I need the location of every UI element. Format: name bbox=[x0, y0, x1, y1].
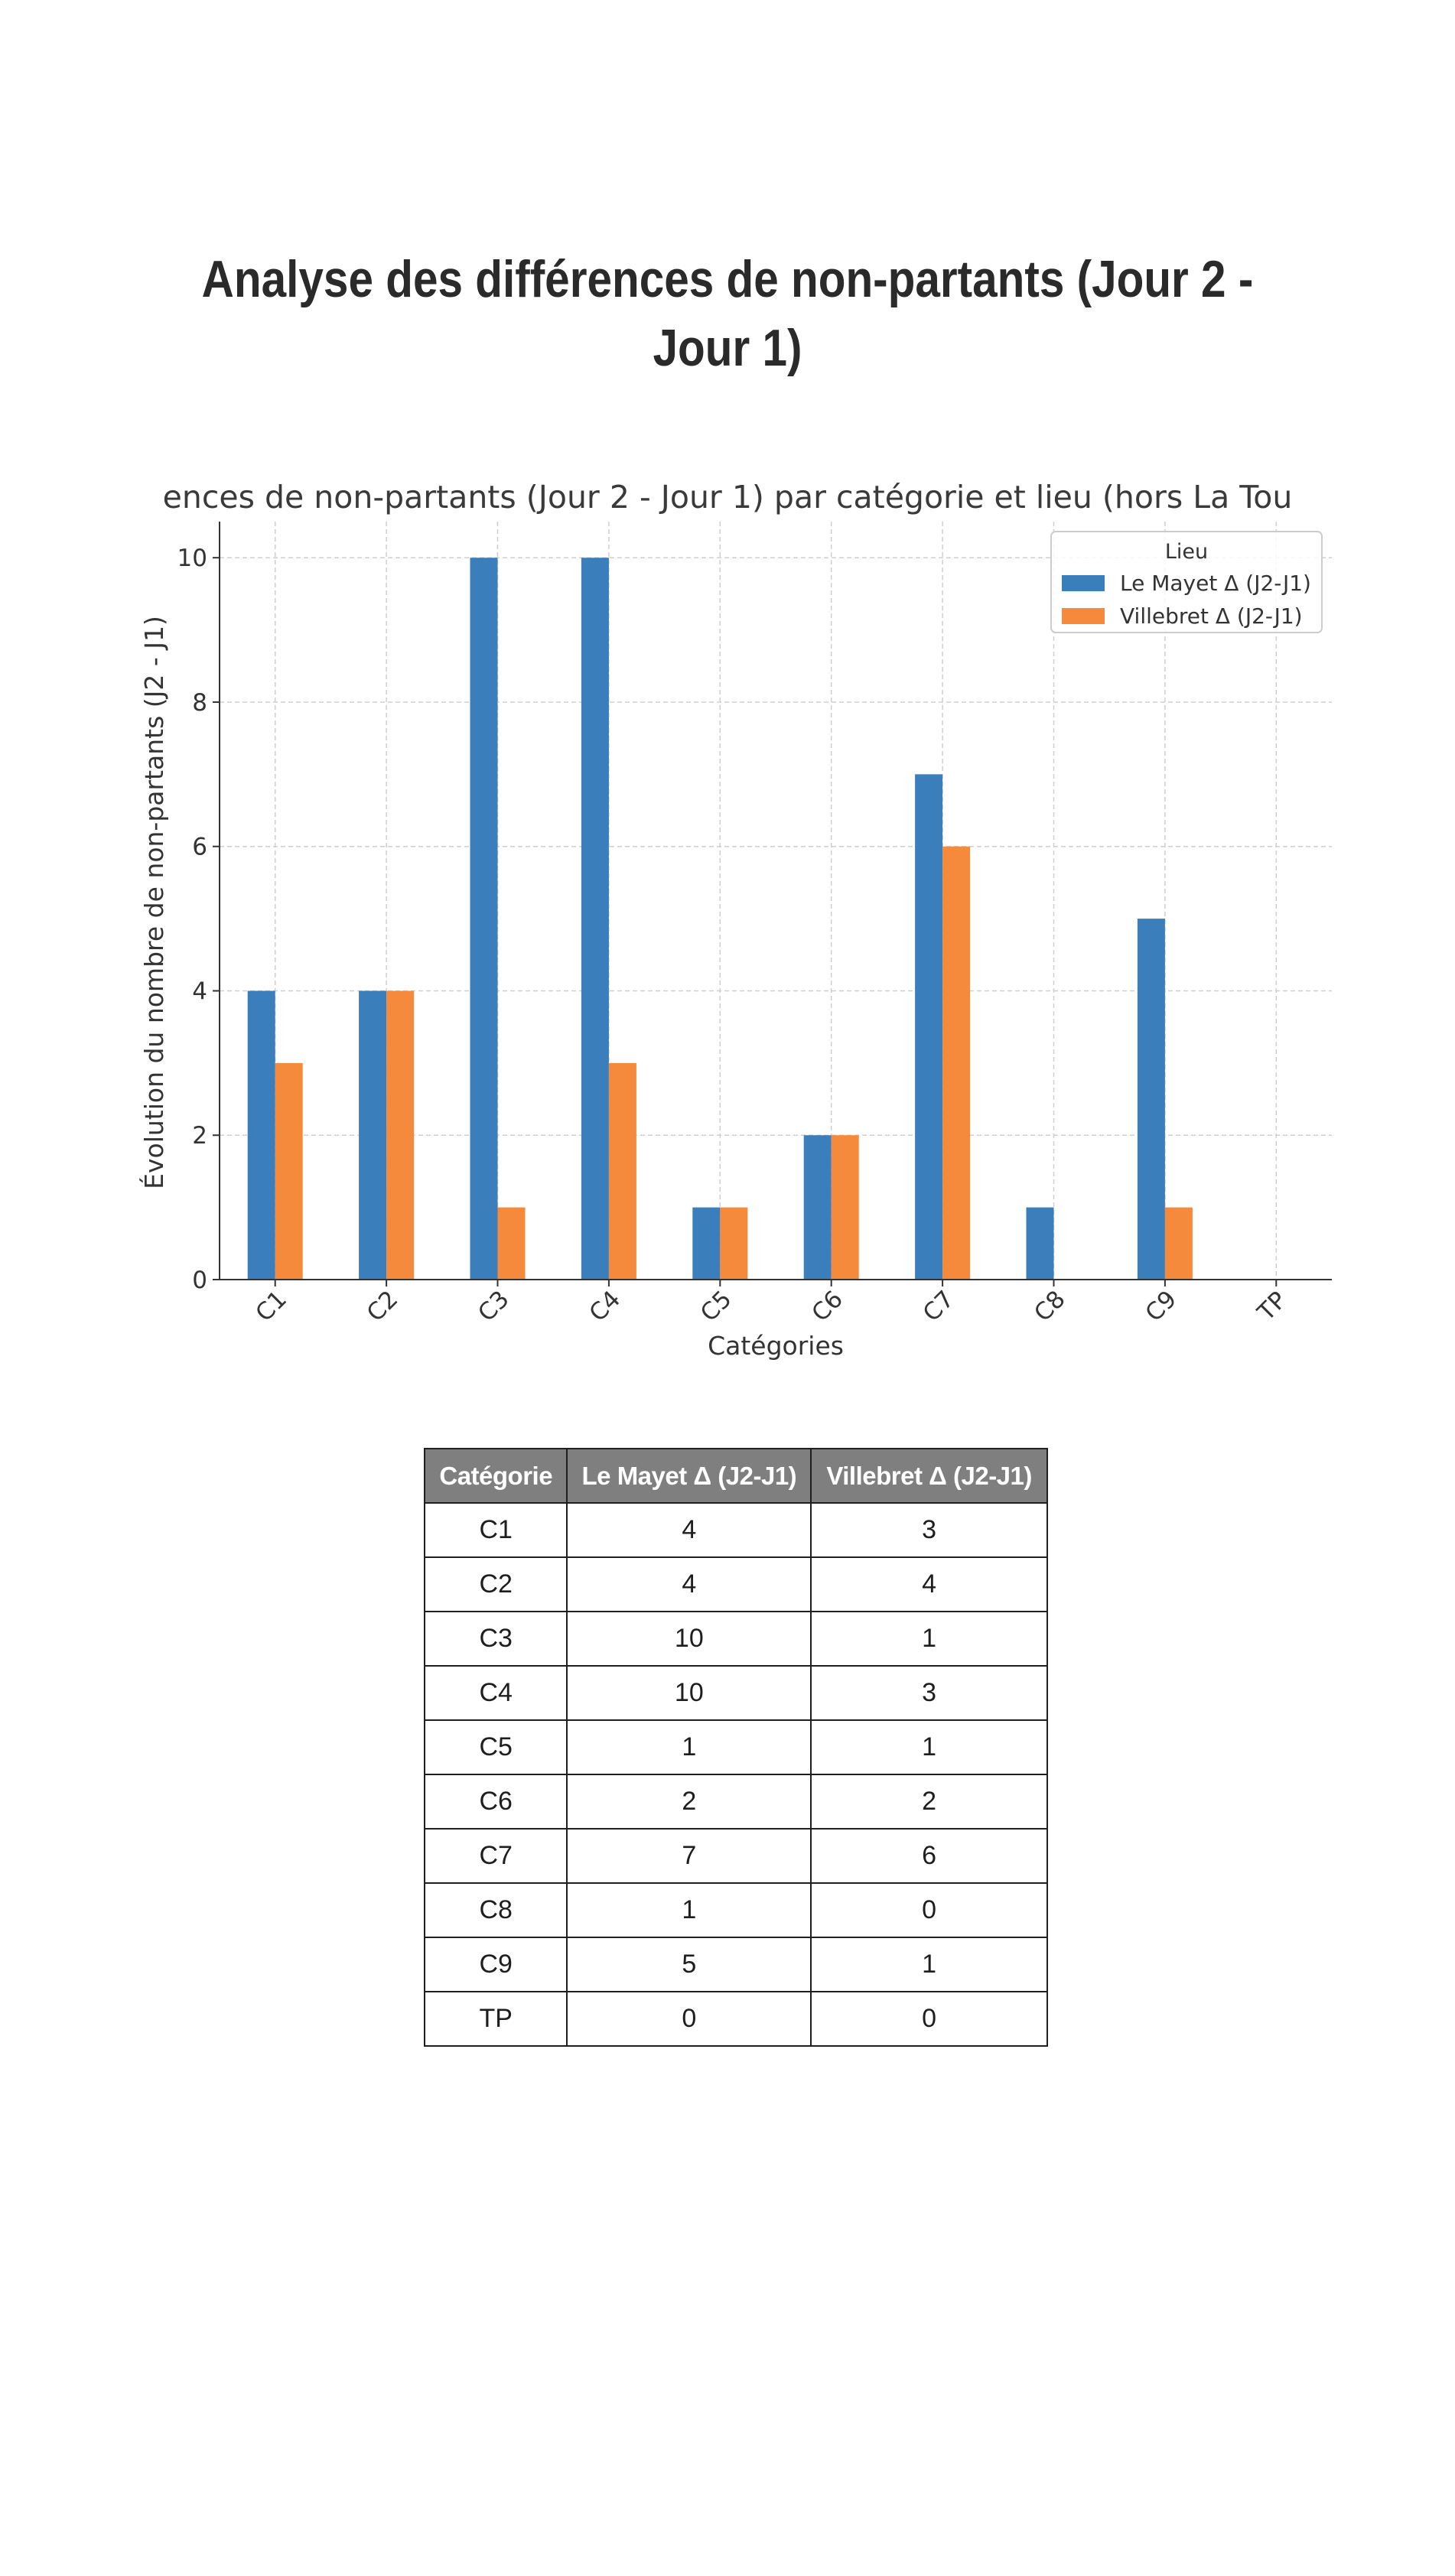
legend-swatch-le-mayet bbox=[1062, 575, 1105, 591]
cell-categorie: C4 bbox=[423, 1665, 568, 1721]
cell-le-mayet: 4 bbox=[566, 1556, 812, 1612]
x-tick-label: C2 bbox=[362, 1286, 404, 1328]
cell-categorie: C9 bbox=[423, 1937, 568, 1992]
bar-le-mayet-c5 bbox=[692, 1207, 721, 1280]
cell-le-mayet: 10 bbox=[566, 1611, 812, 1667]
document-title-line-1: Analyse des différences de non-partants … bbox=[201, 250, 1254, 308]
bar-villebret-c9 bbox=[1164, 1207, 1193, 1280]
legend-box bbox=[1050, 531, 1323, 633]
bar-villebret-c3 bbox=[497, 1207, 526, 1280]
data-table-container: Catégorie Le Mayet Δ (J2-J1) Villebret Δ… bbox=[423, 1448, 1048, 2047]
cell-categorie: C6 bbox=[423, 1774, 568, 1830]
cell-categorie: C8 bbox=[423, 1882, 568, 1938]
legend-swatch-villebret bbox=[1062, 608, 1105, 624]
cell-villebret: 1 bbox=[810, 1611, 1048, 1667]
bar-villebret-c4 bbox=[608, 1062, 636, 1280]
cell-le-mayet: 1 bbox=[566, 1882, 812, 1938]
cell-villebret: 3 bbox=[810, 1665, 1048, 1721]
chart-bars bbox=[247, 558, 1193, 1280]
y-tick-label: 0 bbox=[192, 1267, 207, 1294]
bar-villebret-c5 bbox=[720, 1207, 748, 1280]
bar-villebret-c7 bbox=[942, 846, 971, 1280]
document-title: Analyse des différences de non-partants … bbox=[102, 245, 1353, 382]
y-tick-label: 10 bbox=[177, 545, 207, 572]
table-body: C1 4 3 C2 4 4 C3 10 1 C4 10 3 C5 1 1 C6 2 2 C7 7 6 C8 1 0 C9 5 1 TP… bbox=[423, 1502, 1048, 2047]
legend-label-le-mayet: Le Mayet Δ (J2-J1) bbox=[1120, 571, 1311, 596]
cell-villebret: 1 bbox=[810, 1937, 1048, 1992]
cell-categorie: TP bbox=[423, 1991, 568, 2047]
header-villebret: Villebret Δ (J2-J1) bbox=[810, 1448, 1048, 1504]
legend-label-villebret: Villebret Δ (J2-J1) bbox=[1120, 603, 1303, 629]
cell-villebret: 3 bbox=[810, 1502, 1048, 1558]
x-tick-label: C7 bbox=[918, 1286, 960, 1328]
table-row: C6 2 2 bbox=[423, 1774, 1048, 1830]
legend-title: Lieu bbox=[1165, 540, 1208, 564]
bar-le-mayet-c1 bbox=[247, 990, 275, 1280]
x-tick-label: C6 bbox=[806, 1286, 848, 1328]
chart-title: ences de non-partants (Jour 2 - Jour 1) … bbox=[163, 479, 1293, 516]
cell-le-mayet: 10 bbox=[566, 1665, 812, 1721]
cell-categorie: C7 bbox=[423, 1828, 568, 1884]
x-tick-label: TP bbox=[1252, 1286, 1292, 1327]
table-row: C1 4 3 bbox=[423, 1502, 1048, 1558]
bar-villebret-c6 bbox=[831, 1135, 859, 1280]
table-row: TP 0 0 bbox=[423, 1991, 1048, 2047]
y-tick-label: 8 bbox=[192, 689, 207, 717]
table-row: C9 5 1 bbox=[423, 1937, 1048, 1992]
cell-le-mayet: 7 bbox=[566, 1828, 812, 1884]
bar-le-mayet-c6 bbox=[803, 1135, 832, 1280]
y-axis-label: Évolution du nombre de non-partants (J2 … bbox=[138, 616, 169, 1189]
cell-villebret: 2 bbox=[810, 1774, 1048, 1830]
x-tick-label: C9 bbox=[1140, 1286, 1182, 1328]
x-tick-label: C3 bbox=[473, 1286, 515, 1328]
x-tick-label: C5 bbox=[695, 1286, 737, 1328]
table-row: C3 10 1 bbox=[423, 1611, 1048, 1667]
bar-le-mayet-c3 bbox=[470, 558, 498, 1280]
bar-le-mayet-c4 bbox=[581, 558, 609, 1280]
table-row: C2 4 4 bbox=[423, 1556, 1048, 1612]
cell-categorie: C2 bbox=[423, 1556, 568, 1612]
x-tick-label: C1 bbox=[250, 1286, 292, 1328]
y-tick-label: 6 bbox=[192, 834, 207, 861]
data-table: Catégorie Le Mayet Δ (J2-J1) Villebret Δ… bbox=[423, 1448, 1048, 2047]
chart-container: ences de non-partants (Jour 2 - Jour 1) … bbox=[0, 459, 1455, 1392]
bar-chart: ences de non-partants (Jour 2 - Jour 1) … bbox=[138, 479, 1332, 1361]
cell-le-mayet: 0 bbox=[566, 1991, 812, 2047]
chart-legend: Lieu Le Mayet Δ (J2-J1) Villebret Δ (J2-… bbox=[1050, 531, 1323, 633]
cell-categorie: C3 bbox=[423, 1611, 568, 1667]
bar-le-mayet-c8 bbox=[1026, 1207, 1054, 1280]
document-title-line-2: Jour 1) bbox=[653, 319, 802, 377]
table-row: C7 7 6 bbox=[423, 1828, 1048, 1884]
cell-villebret: 0 bbox=[810, 1882, 1048, 1938]
cell-le-mayet: 4 bbox=[566, 1502, 812, 1558]
header-categorie: Catégorie bbox=[423, 1448, 568, 1504]
bar-villebret-c1 bbox=[275, 1062, 303, 1280]
cell-categorie: C5 bbox=[423, 1719, 568, 1775]
y-tick-label: 2 bbox=[192, 1122, 207, 1150]
header-le-mayet: Le Mayet Δ (J2-J1) bbox=[566, 1448, 812, 1504]
bar-villebret-c2 bbox=[386, 990, 415, 1280]
cell-le-mayet: 5 bbox=[566, 1937, 812, 1992]
x-tick-label: C8 bbox=[1029, 1286, 1071, 1328]
cell-le-mayet: 2 bbox=[566, 1774, 812, 1830]
table-row: C4 10 3 bbox=[423, 1665, 1048, 1721]
bar-le-mayet-c7 bbox=[915, 774, 943, 1280]
cell-villebret: 4 bbox=[810, 1556, 1048, 1612]
cell-villebret: 6 bbox=[810, 1828, 1048, 1884]
cell-villebret: 0 bbox=[810, 1991, 1048, 2047]
cell-villebret: 1 bbox=[810, 1719, 1048, 1775]
table-row: C5 1 1 bbox=[423, 1719, 1048, 1775]
bar-le-mayet-c9 bbox=[1137, 919, 1165, 1280]
cell-le-mayet: 1 bbox=[566, 1719, 812, 1775]
x-tick-label: C4 bbox=[584, 1286, 626, 1328]
table-header-row: Catégorie Le Mayet Δ (J2-J1) Villebret Δ… bbox=[423, 1448, 1048, 1504]
y-tick-label: 4 bbox=[192, 977, 207, 1005]
table-row: C8 1 0 bbox=[423, 1882, 1048, 1938]
x-axis-label: Catégories bbox=[708, 1331, 844, 1361]
bar-le-mayet-c2 bbox=[359, 990, 387, 1280]
cell-categorie: C1 bbox=[423, 1502, 568, 1558]
